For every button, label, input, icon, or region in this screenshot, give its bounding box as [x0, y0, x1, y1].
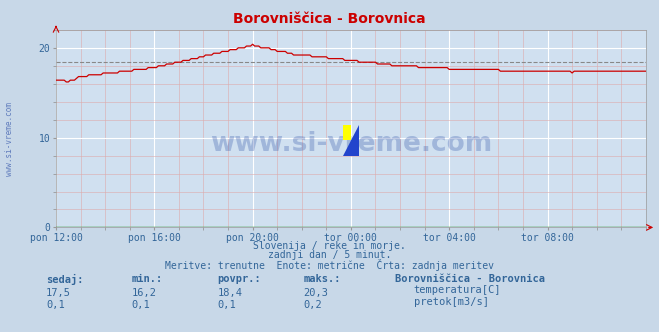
Text: 0,1: 0,1: [46, 300, 65, 310]
Text: maks.:: maks.:: [303, 274, 341, 284]
Text: povpr.:: povpr.:: [217, 274, 261, 284]
Text: Borovniščica - Borovnica: Borovniščica - Borovnica: [233, 12, 426, 26]
Text: pretok[m3/s]: pretok[m3/s]: [414, 297, 489, 307]
Text: Meritve: trenutne  Enote: metrične  Črta: zadnja meritev: Meritve: trenutne Enote: metrične Črta: …: [165, 259, 494, 271]
Text: 0,1: 0,1: [217, 300, 236, 310]
Text: sedaj:: sedaj:: [46, 274, 84, 285]
Text: Slovenija / reke in morje.: Slovenija / reke in morje.: [253, 241, 406, 251]
Text: min.:: min.:: [132, 274, 163, 284]
Text: www.si-vreme.com: www.si-vreme.com: [5, 103, 14, 176]
Text: Borovniščica - Borovnica: Borovniščica - Borovnica: [395, 274, 546, 284]
Text: 20,3: 20,3: [303, 288, 328, 298]
Text: 16,2: 16,2: [132, 288, 157, 298]
Text: zadnji dan / 5 minut.: zadnji dan / 5 minut.: [268, 250, 391, 260]
Text: temperatura[C]: temperatura[C]: [414, 285, 501, 295]
Text: 0,1: 0,1: [132, 300, 150, 310]
Text: 17,5: 17,5: [46, 288, 71, 298]
Text: 18,4: 18,4: [217, 288, 243, 298]
Polygon shape: [343, 124, 359, 156]
Text: www.si-vreme.com: www.si-vreme.com: [210, 131, 492, 157]
Text: 0,2: 0,2: [303, 300, 322, 310]
Bar: [351, 140, 359, 156]
Bar: [343, 124, 351, 140]
